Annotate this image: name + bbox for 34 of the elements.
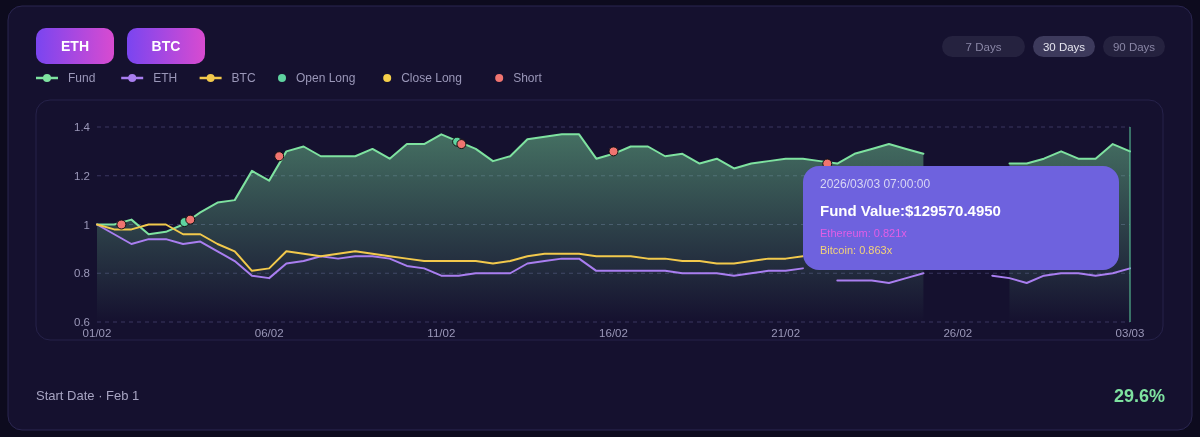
point bbox=[185, 214, 196, 225]
annotation: Fund Value:$129570.4950 bbox=[820, 202, 1001, 219]
legend-label: ETH bbox=[153, 71, 178, 85]
point bbox=[456, 139, 467, 150]
legend-label: Short bbox=[513, 71, 543, 85]
point bbox=[274, 151, 285, 162]
x-tick-label: 06/02 bbox=[254, 327, 284, 339]
text: 30 Days bbox=[1042, 40, 1086, 53]
y-tick-label: 1 bbox=[83, 218, 90, 231]
y-tick-label: 0.6 bbox=[74, 316, 90, 328]
legend-label: Fund bbox=[68, 71, 96, 85]
legend-label: BTC bbox=[231, 71, 256, 85]
legend-label: Open Long bbox=[296, 71, 356, 85]
text: Start Date · Feb 1 bbox=[36, 388, 140, 403]
text: BTC bbox=[151, 38, 181, 54]
text: 7 Days bbox=[965, 40, 1002, 53]
annotation: Ethereum: 0.821x bbox=[820, 227, 908, 239]
legend-label: Close Long bbox=[401, 71, 462, 85]
x-tick-label: 11/02 bbox=[427, 327, 456, 339]
y-tick-label: 1.2 bbox=[74, 169, 90, 182]
point bbox=[608, 146, 619, 157]
x-tick-label: 26/02 bbox=[943, 327, 973, 339]
annotation: 2026/03/03 07:00:00 bbox=[820, 177, 931, 191]
text: 29.6% bbox=[1113, 386, 1165, 406]
x-tick-label: 21/02 bbox=[771, 327, 801, 339]
point bbox=[116, 219, 127, 230]
x-tick-label: 03/03 bbox=[1115, 327, 1145, 339]
text: ETH bbox=[61, 38, 89, 54]
y-tick-label: 1.4 bbox=[74, 121, 91, 133]
y-tick-label: 0.8 bbox=[74, 267, 90, 280]
annotation: Bitcoin: 0.863x bbox=[820, 244, 893, 256]
x-tick-label: 01/02 bbox=[82, 327, 112, 339]
text: 90 Days bbox=[1112, 40, 1156, 53]
x-tick-label: 16/02 bbox=[599, 327, 628, 339]
